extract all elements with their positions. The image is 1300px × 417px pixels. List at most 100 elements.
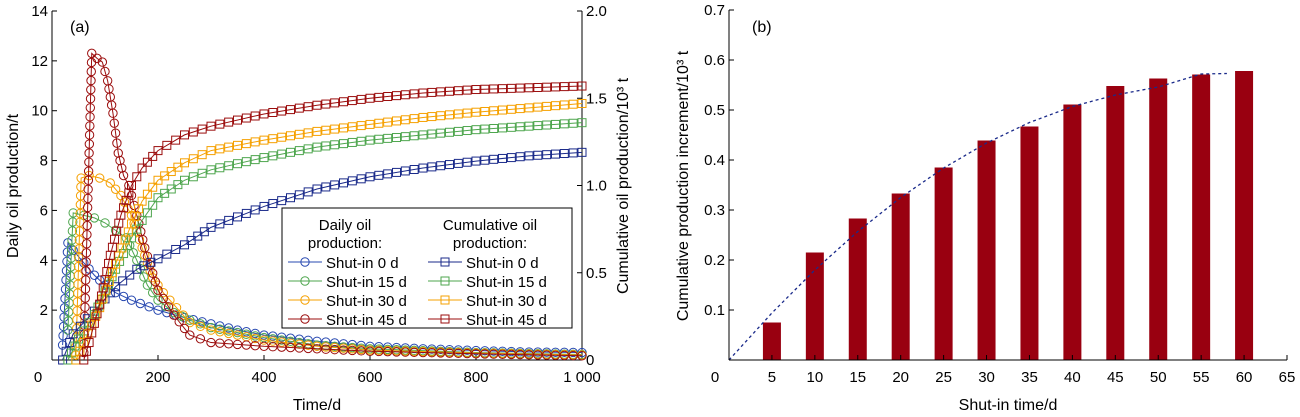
data-point-square (250, 155, 260, 165)
data-point-square (224, 142, 234, 152)
bar-20 (891, 193, 910, 360)
data-point-square (480, 124, 490, 134)
y2-tick-label: 0.5 (586, 265, 607, 282)
data-point-square (233, 115, 242, 125)
panel-a-xlabel: Time/d (293, 397, 341, 414)
x-tick-label: 200 (145, 369, 170, 386)
data-point-square (400, 115, 410, 125)
data-point-square (471, 125, 481, 135)
data-point-circle (276, 337, 287, 347)
data-point-square (577, 81, 587, 91)
data-point-circle (163, 302, 174, 312)
data-point-square (568, 81, 578, 91)
legend-entry: Shut-in 15 d (466, 274, 547, 291)
legend-entry: Shut-in 0 d (326, 255, 399, 272)
data-point-square (286, 193, 295, 203)
data-point-square (148, 182, 158, 192)
bar-25 (934, 167, 953, 360)
data-point-square (188, 172, 198, 182)
data-point-square (125, 270, 135, 280)
data-point-square (330, 98, 340, 108)
data-point-square (568, 99, 578, 109)
data-point-circle (85, 121, 95, 131)
bar-50 (1149, 78, 1168, 360)
data-point-circle (300, 257, 310, 267)
data-point-square (462, 157, 472, 167)
data-point-square (480, 84, 490, 94)
data-point-square (303, 128, 313, 138)
data-point-circle (108, 108, 118, 118)
data-point-circle (223, 326, 234, 336)
data-point-circle (83, 166, 94, 176)
data-point-square (180, 130, 189, 140)
data-point-circle (87, 48, 97, 59)
data-point-circle (118, 291, 129, 302)
data-point-square (233, 140, 242, 150)
data-point-square (321, 99, 331, 109)
data-point-square (224, 161, 234, 171)
data-point-square (321, 182, 331, 192)
data-point-square (471, 156, 481, 166)
data-point-circle (250, 328, 260, 339)
data-point-square (462, 126, 472, 136)
data-point-square (312, 100, 322, 110)
data-point-square (524, 151, 534, 161)
data-point-square (515, 104, 525, 114)
data-point-square (392, 116, 401, 126)
data-point-square (374, 118, 384, 128)
data-point-circle (169, 307, 179, 318)
data-point-square (87, 328, 97, 338)
x-tick-label: 35 (1021, 369, 1038, 386)
data-point-square (383, 169, 393, 179)
data-point-circle (185, 317, 195, 328)
data-point-circle (85, 112, 95, 122)
data-point-square (188, 154, 198, 164)
data-point-circle (82, 229, 92, 240)
data-point-circle (66, 244, 77, 254)
data-point-square (312, 126, 322, 136)
y2-tick-label: 0 (586, 352, 594, 369)
data-point-circle (80, 293, 90, 303)
x-tick-label: 25 (935, 369, 952, 386)
data-point-square (303, 144, 313, 154)
data-point-square (61, 346, 71, 356)
data-point-square (148, 151, 158, 161)
data-point-square (215, 119, 225, 129)
data-point-square (259, 201, 269, 211)
data-point-square (480, 106, 490, 116)
y-tick-label: 0.6 (704, 52, 725, 69)
data-point-circle (83, 193, 93, 204)
x-tick-label: 600 (357, 369, 382, 386)
data-point-square (365, 135, 375, 145)
data-point-circle (197, 317, 207, 327)
data-point-square (533, 102, 543, 112)
data-point-square (409, 165, 419, 175)
bar-45 (1106, 86, 1125, 360)
data-point-square (374, 134, 384, 144)
data-point-square (453, 109, 463, 119)
data-point-circle (68, 217, 78, 227)
data-point-circle (89, 270, 100, 280)
data-point-circle (82, 220, 92, 231)
data-point-square (197, 168, 207, 178)
bar-10 (805, 252, 824, 360)
data-point-circle (128, 248, 138, 258)
x-tick-label: 0 (34, 369, 42, 386)
data-point-square (171, 244, 181, 254)
data-point-circle (115, 155, 125, 166)
data-point-circle (153, 295, 163, 305)
data-point-square (339, 178, 348, 188)
data-point-circle (85, 103, 96, 113)
data-point-square (542, 101, 552, 111)
data-point-square (197, 124, 207, 134)
data-point-circle (268, 336, 278, 346)
data-point-square (197, 150, 207, 160)
series-cumulative-7 (79, 81, 587, 365)
data-point-square (162, 140, 172, 150)
data-point-square (374, 170, 384, 180)
data-point-circle (303, 340, 313, 350)
data-point-square (418, 130, 428, 140)
data-point-square (107, 268, 117, 278)
series-line (67, 212, 583, 356)
data-point-square (480, 155, 490, 165)
